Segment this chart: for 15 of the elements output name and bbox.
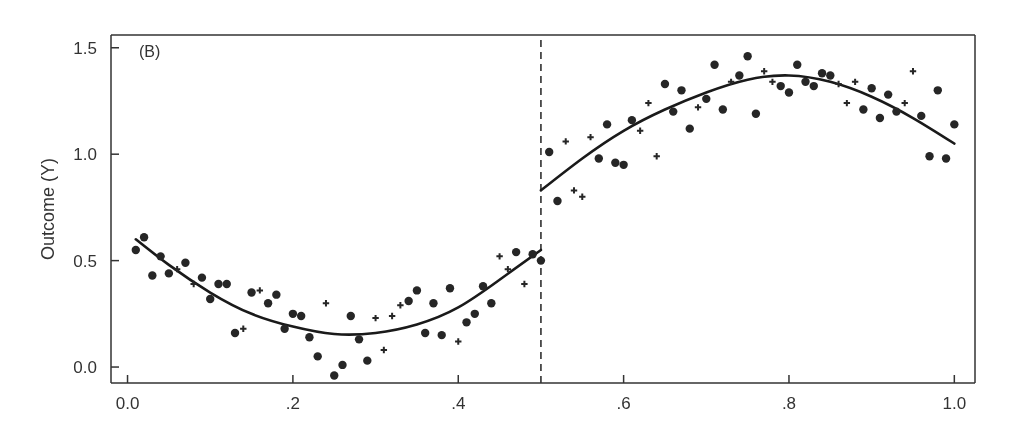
x-tick-label: .6 [616,394,631,414]
annotation: (B) [139,43,161,61]
y-tick-label: 0.0 [73,358,97,378]
x-tick-label: 1.0 [942,394,967,414]
x-tick-label: .2 [285,394,300,414]
y-axis-title: Outcome (Y) [38,157,58,261]
x-tick-label: .8 [781,394,797,414]
y-tick-label: 1.5 [73,38,97,58]
point [495,252,504,261]
y-tick-label: 0.5 [73,251,97,271]
x-tick-label: 0.0 [115,394,140,414]
y-tick-label: 1.0 [73,145,97,165]
x-tick-label: .4 [451,394,466,414]
point [396,301,405,310]
point [652,152,661,161]
